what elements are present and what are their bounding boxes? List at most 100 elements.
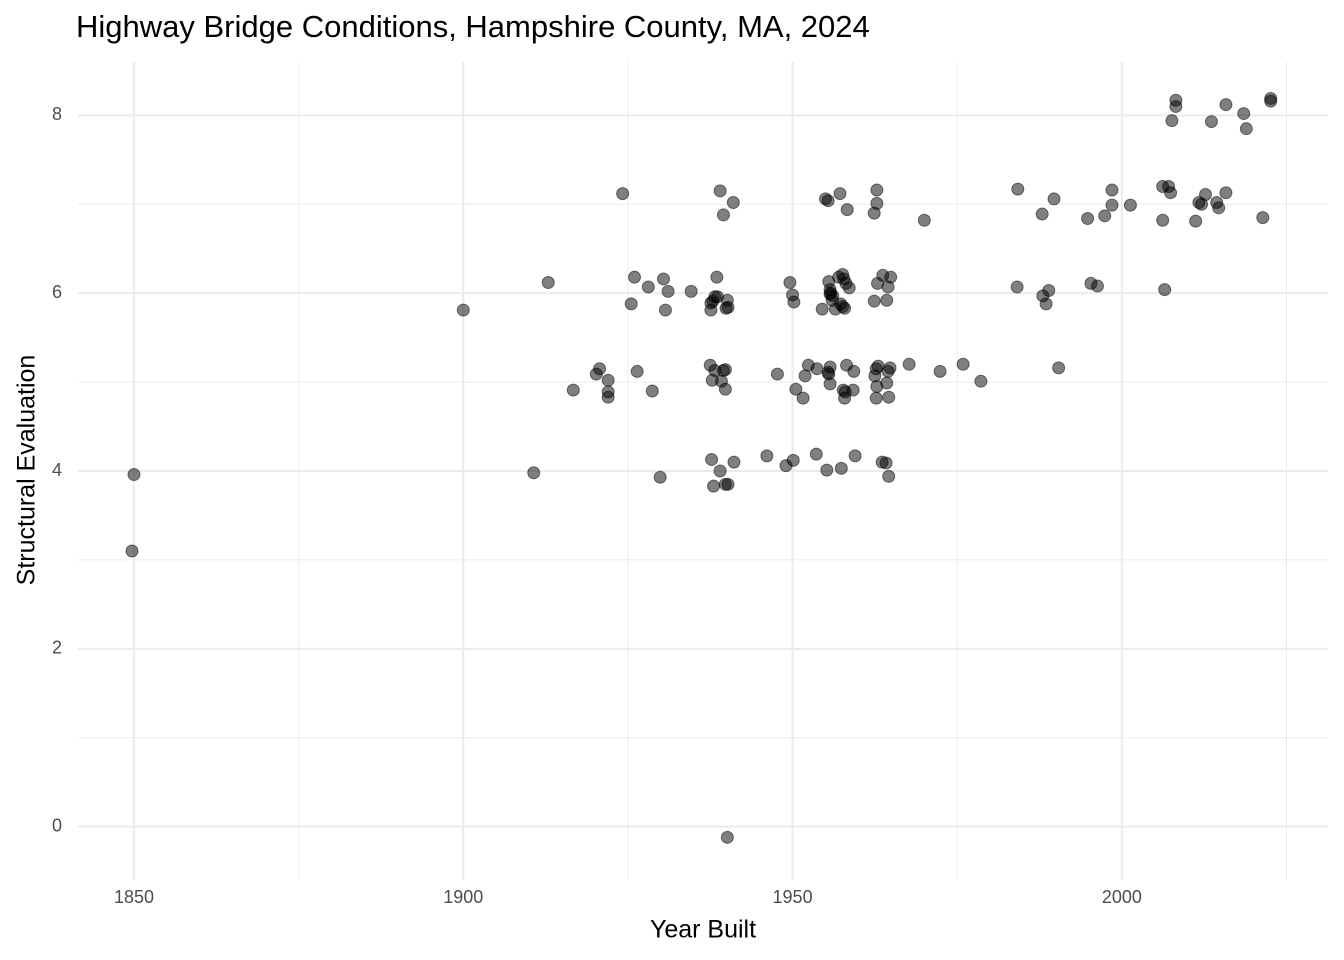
point — [867, 294, 881, 308]
point — [974, 374, 988, 388]
point — [820, 463, 834, 477]
point — [1047, 192, 1061, 206]
point — [809, 447, 823, 461]
point — [1219, 186, 1233, 200]
point — [661, 284, 675, 298]
point — [787, 295, 801, 309]
y-tick-label: 0 — [52, 815, 62, 835]
y-tick-label: 8 — [52, 104, 62, 124]
point — [823, 360, 837, 374]
y-tick-label: 4 — [52, 460, 62, 480]
point — [760, 449, 774, 463]
point — [726, 195, 740, 209]
x-tick-label: 1950 — [773, 887, 813, 907]
point — [783, 276, 797, 290]
point — [718, 363, 732, 377]
point — [1164, 186, 1178, 200]
y-tick-label: 6 — [52, 282, 62, 302]
point — [879, 456, 893, 470]
point — [1165, 114, 1179, 128]
point — [593, 362, 607, 376]
chart-title: Highway Bridge Conditions, Hampshire Cou… — [76, 9, 870, 44]
point — [1105, 198, 1119, 212]
y-tick-label: 2 — [52, 638, 62, 658]
point — [1011, 182, 1025, 196]
point — [833, 187, 847, 201]
point — [880, 293, 894, 307]
point — [840, 203, 854, 217]
point — [641, 280, 655, 294]
point — [630, 364, 644, 378]
point — [658, 303, 672, 317]
point — [956, 357, 970, 371]
point — [656, 272, 670, 286]
point — [770, 367, 784, 381]
point — [527, 466, 541, 480]
point — [624, 297, 638, 311]
point — [880, 376, 894, 390]
point — [1212, 201, 1226, 215]
point — [1264, 94, 1278, 108]
point — [847, 364, 861, 378]
point — [870, 183, 884, 197]
point — [1219, 98, 1233, 112]
x-tick-label: 1850 — [114, 887, 154, 907]
point — [601, 390, 615, 404]
point — [933, 364, 947, 378]
point — [1237, 107, 1251, 121]
point — [456, 303, 470, 317]
point — [823, 377, 837, 391]
point — [566, 383, 580, 397]
point — [848, 449, 862, 463]
point — [1158, 283, 1172, 297]
point — [882, 390, 896, 404]
point — [616, 187, 630, 201]
point — [713, 184, 727, 198]
x-tick-label: 1900 — [443, 887, 483, 907]
point — [721, 477, 735, 491]
point — [796, 391, 810, 405]
point — [716, 208, 730, 222]
point — [902, 357, 916, 371]
point — [1156, 213, 1170, 227]
point — [718, 382, 732, 396]
point — [815, 302, 829, 316]
point — [884, 270, 898, 284]
point — [1042, 284, 1056, 298]
point — [653, 470, 667, 484]
point — [1123, 198, 1137, 212]
point — [789, 382, 803, 396]
y-axis-label: Structural Evaluation — [13, 355, 41, 586]
point — [541, 276, 555, 290]
point — [821, 194, 835, 208]
point — [1090, 279, 1104, 293]
point — [834, 297, 848, 311]
point — [1189, 214, 1203, 228]
point — [798, 369, 812, 383]
point — [917, 213, 931, 227]
point — [882, 469, 896, 483]
point — [1081, 211, 1095, 225]
point — [842, 281, 856, 295]
point — [645, 384, 659, 398]
point — [704, 303, 718, 317]
point — [1239, 122, 1253, 136]
point — [1098, 209, 1112, 223]
point — [1204, 115, 1218, 129]
x-axis-label: Year Built — [650, 916, 756, 944]
point — [719, 301, 733, 315]
point — [823, 287, 837, 301]
point — [1199, 187, 1213, 201]
point — [727, 455, 741, 469]
point — [883, 361, 897, 375]
point — [786, 453, 800, 467]
point — [846, 383, 860, 397]
point — [810, 362, 824, 376]
point — [1105, 183, 1119, 197]
x-tick-label: 2000 — [1102, 887, 1142, 907]
point — [707, 479, 721, 493]
point — [1010, 280, 1024, 294]
point — [125, 544, 139, 558]
point — [720, 830, 734, 844]
